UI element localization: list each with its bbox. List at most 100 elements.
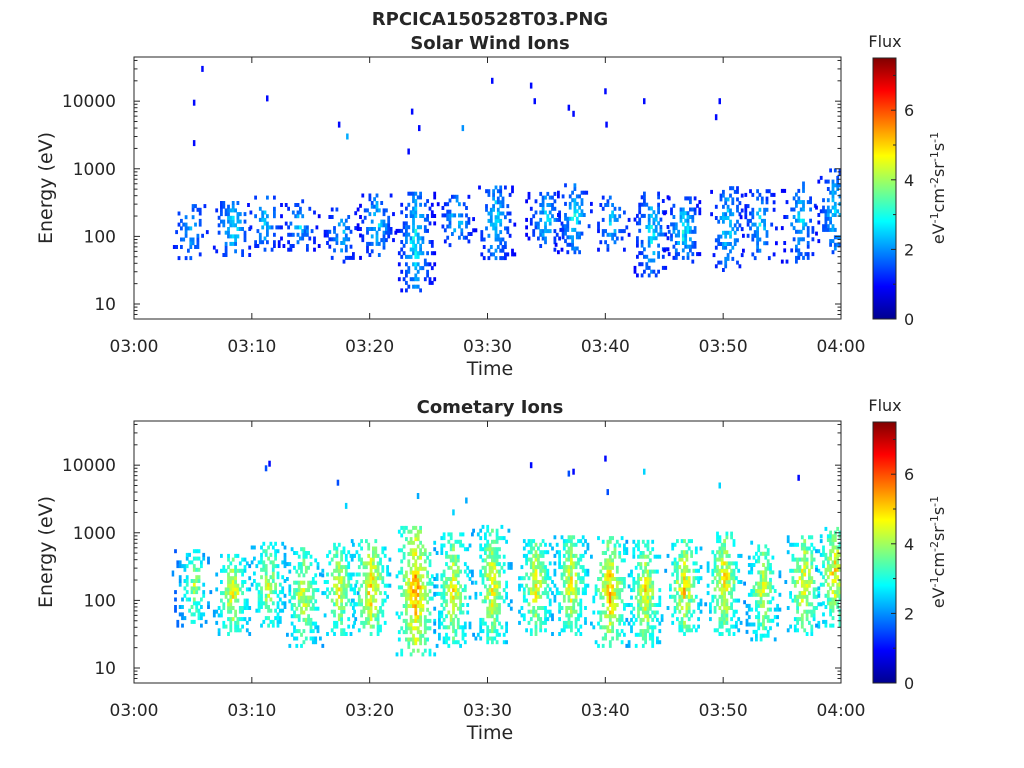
spectrogram-cell [245, 598, 249, 603]
spectrogram-cell [306, 225, 309, 230]
spectrogram-cell [615, 632, 619, 637]
spectrogram-cell [397, 637, 401, 642]
spectrogram-cell [495, 528, 499, 533]
spectrogram-cell [795, 200, 798, 205]
spectrogram-cell [344, 568, 348, 573]
spectrogram-cell [566, 250, 570, 255]
colorbar-tick-label: 6 [904, 101, 914, 120]
spectrogram-cell [551, 580, 554, 584]
y-tick-label: 10 [94, 295, 116, 315]
spectrogram-cell [692, 561, 696, 566]
spectrogram-cell [374, 553, 378, 558]
spectrogram-cell [763, 226, 766, 231]
spectrogram-cell [681, 255, 685, 260]
spectrogram-cell [480, 252, 484, 257]
spectrogram-cell [330, 237, 334, 242]
spectrogram-cell [800, 568, 804, 573]
spectrogram-cell [426, 637, 429, 642]
spectrogram-cell [824, 567, 828, 572]
spectrogram-cell [836, 590, 840, 595]
spectrogram-cell [529, 539, 533, 544]
spectrogram-cell [689, 237, 692, 242]
spectrogram-cell [718, 580, 722, 584]
spectrogram-cell [638, 262, 642, 267]
spectrogram-cell [486, 577, 490, 581]
spectrogram-cell [577, 557, 580, 562]
spectrogram-cell [613, 614, 617, 619]
spectrogram-cell [412, 262, 415, 267]
spectrogram-cell [467, 239, 471, 244]
spectrogram-cell [534, 576, 538, 581]
spectrogram-cell [243, 212, 247, 217]
spectrogram-cell [639, 606, 643, 611]
spectrogram-cell [838, 194, 842, 199]
spectrogram-cell [567, 580, 571, 584]
spectrogram-cell [822, 619, 825, 624]
spectrogram-cell [326, 572, 329, 577]
spectrogram-cell [658, 595, 662, 600]
spectrogram-cell [797, 237, 801, 242]
spectrogram-cell [501, 200, 505, 205]
spectrogram-cell [402, 578, 406, 582]
spectrogram-cell [766, 615, 770, 620]
spectrogram-cell [236, 215, 240, 220]
spectrogram-cell [184, 215, 188, 220]
spectrogram-cell [723, 550, 726, 555]
spectrogram-cell [644, 569, 647, 574]
spectrogram-cell [606, 606, 610, 611]
spectrogram-cell [833, 168, 837, 173]
spectrogram-cell [581, 591, 585, 596]
spectrogram-cell [499, 248, 503, 253]
spectrogram-cell [402, 604, 406, 608]
spectrogram-cell [278, 597, 282, 602]
spectrogram-cell [229, 576, 233, 581]
spectrogram-cell [805, 598, 809, 603]
spectrogram-cell [714, 204, 718, 209]
spectrogram-cell [295, 629, 299, 634]
spectrogram-cell [496, 196, 500, 201]
spectrogram-cell [462, 202, 466, 207]
x-tick-label: 04:00 [817, 701, 866, 721]
spectrogram-cell [646, 629, 650, 634]
spectrogram-cell [304, 599, 308, 604]
spectrogram-cell [423, 618, 427, 623]
spectrogram-cell [758, 192, 762, 197]
spectrogram-cell [426, 262, 429, 267]
spectrogram-cell [725, 561, 729, 566]
spectrogram-point [604, 88, 607, 95]
spectrogram-cell [496, 211, 500, 216]
spectrogram-cell [791, 568, 795, 573]
spectrogram-cell [217, 628, 221, 633]
spectrogram-cell [759, 570, 763, 575]
spectrogram-cell [644, 632, 647, 637]
spectrogram-cell [416, 240, 420, 244]
spectrogram-cell [548, 221, 552, 226]
spectrogram-cell [833, 183, 837, 188]
spectrogram-cell [311, 595, 315, 600]
spectrogram-cell [678, 557, 682, 562]
spectrogram-cell [326, 594, 329, 599]
spectrogram-cell [502, 536, 506, 541]
spectrogram-cell [249, 210, 253, 215]
spectrogram-cell [412, 578, 415, 582]
spectrogram-cell [723, 591, 726, 596]
spectrogram-cell [800, 580, 804, 584]
spectrogram-cell [829, 220, 832, 225]
spectrogram-cell [575, 216, 579, 221]
spectrogram-cell [620, 614, 624, 619]
spectrogram-cell [277, 240, 281, 245]
spectrogram-cell [498, 621, 501, 626]
spectrogram-point [529, 82, 533, 89]
spectrogram-cell [296, 240, 300, 245]
spectrogram-cell [227, 204, 230, 209]
spectrogram-cell [181, 623, 184, 628]
spectrogram-cell [419, 288, 422, 293]
spectrogram-cell [805, 557, 809, 562]
spectrogram-cell [564, 216, 567, 221]
spectrogram-cell [423, 630, 427, 635]
spectrogram-cell [586, 572, 590, 577]
spectrogram-cell [718, 539, 722, 544]
spectrogram-cell [405, 262, 408, 267]
spectrogram-cell [527, 591, 531, 596]
spectrogram-cell [468, 577, 472, 581]
